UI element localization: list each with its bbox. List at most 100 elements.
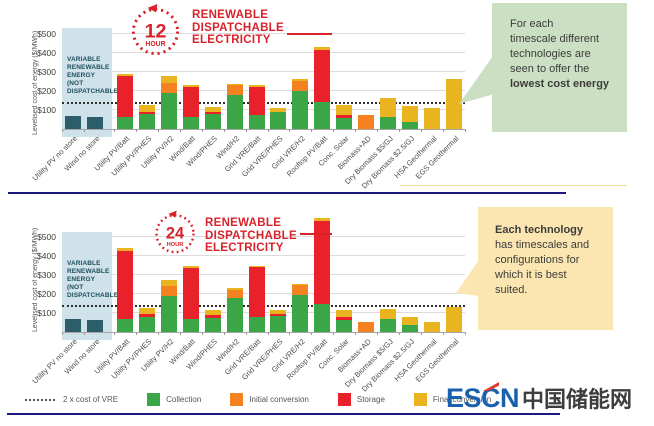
bar-segment-collection	[182, 319, 199, 332]
bar-segment-initial-conversion	[292, 80, 309, 91]
gridline	[62, 255, 465, 256]
x-axis-tick	[62, 332, 63, 335]
bar-segment-collection	[336, 117, 353, 129]
x-axis-tick	[267, 129, 269, 132]
legend-label: 2 x cost of VRE	[63, 395, 119, 404]
bar-segment-final-conversion	[380, 308, 397, 319]
bar-segment-final-conversion	[116, 248, 133, 252]
callout-text-line: configurations for	[495, 254, 580, 266]
callout-text-line: Each technology	[495, 224, 584, 236]
x-axis-tick	[135, 332, 137, 335]
bar-segment-final-conversion	[160, 280, 177, 287]
x-axis-tick	[157, 332, 159, 335]
x-axis-tick	[201, 332, 203, 335]
x-axis-tick	[443, 332, 445, 335]
bar-segment-collection	[292, 294, 309, 332]
callout-text-line: timescale different	[510, 33, 600, 45]
chart-title: RENEWABLE DISPATCHABLE ELECTRICITY	[192, 9, 284, 47]
y-tick-label: $500	[37, 29, 56, 39]
escn-logo-text: ESCN	[446, 383, 520, 413]
bar-segment-collection	[380, 117, 397, 129]
callout-lowest-cost-energy: For each timescale different technologies …	[459, 3, 627, 132]
bar-segment-final-conversion	[138, 105, 155, 112]
vre-panel-label: VARIABLE RENEWABLE ENERGY (NOT DISPATCHABLE…	[62, 28, 120, 96]
chart-title-line: ELECTRICITY	[205, 242, 284, 254]
callout-text-line: suited.	[495, 284, 528, 296]
bar-segment-final-conversion	[424, 321, 441, 332]
bar-segment-vre-not-dispatchable	[86, 116, 103, 129]
bar-segment-storage	[248, 87, 265, 115]
bar-segment-initial-conversion	[226, 290, 243, 298]
bar-segment-storage	[314, 50, 331, 103]
bar-segment-storage	[116, 75, 133, 117]
bar-segment-final-conversion	[160, 76, 177, 84]
x-axis-tick	[179, 129, 181, 132]
bar-segment-vre-not-dispatchable	[86, 319, 103, 332]
legend-label: Storage	[356, 395, 385, 404]
x-axis-tick	[179, 332, 181, 335]
x-axis-tick	[399, 332, 401, 335]
gridline	[62, 236, 465, 237]
callout-text-line: which it is best	[495, 269, 567, 281]
svg-text:HOUR: HOUR	[145, 41, 165, 48]
x-axis-tick	[311, 332, 313, 335]
vre-panel-label-line: DISPATCHABLE)	[67, 292, 121, 299]
bar-segment-final-conversion	[248, 265, 265, 268]
x-axis-tick	[289, 332, 291, 335]
bar-segment-collection	[138, 113, 155, 129]
callout-text-line: For each	[510, 18, 554, 30]
x-axis-tick	[465, 332, 466, 335]
y-tick-label: $500	[37, 232, 56, 242]
bar-segment-collection	[226, 297, 243, 332]
x-axis-tick	[377, 332, 379, 335]
x-axis-tick	[289, 129, 291, 132]
bar-segment-vre-not-dispatchable	[64, 318, 81, 332]
bar-segment-final-conversion	[226, 83, 243, 86]
bar-segment-final-conversion	[116, 73, 133, 76]
x-axis-tick	[83, 129, 85, 132]
x-axis-tick	[333, 129, 335, 132]
x-axis-tick	[113, 129, 115, 132]
bar-segment-final-conversion	[226, 288, 243, 291]
bar-segment-storage	[314, 220, 331, 304]
x-axis-tick	[135, 129, 137, 132]
legend-swatch-collection-icon	[147, 393, 161, 406]
legend-swatch-initial-conversion-icon	[230, 393, 244, 406]
bar-segment-collection	[204, 114, 221, 129]
navy-divider-line-top	[8, 192, 566, 194]
bar-segment-collection	[226, 94, 243, 129]
bar-segment-final-conversion	[204, 106, 221, 112]
bar-segment-collection	[204, 317, 221, 332]
vre-panel-label-line: ENERGY (NOT	[67, 276, 95, 291]
bar-segment-collection	[402, 325, 419, 332]
bar-segment-collection	[160, 92, 177, 129]
callout-text: Each technology has timescales and configu…	[495, 223, 605, 298]
bar-segment-final-conversion	[138, 308, 155, 314]
x-axis-tick	[157, 129, 159, 132]
x-axis-tick	[245, 129, 247, 132]
legend-label: Final conversion	[432, 395, 492, 404]
y-tick-label: $400	[37, 48, 56, 58]
legend-swatch-storage-icon	[337, 393, 351, 406]
y-tick-label: $300	[37, 270, 56, 280]
bar-segment-storage	[248, 267, 265, 318]
bar-segment-collection	[116, 319, 133, 332]
chart-legend: 2 x cost of VRE Collection Initial convers…	[25, 393, 491, 406]
x-axis-tick	[201, 129, 203, 132]
bar-segment-collection	[248, 114, 265, 129]
bar-segment-collection	[182, 117, 199, 129]
gridline	[62, 33, 465, 34]
plot-area: VARIABLE RENEWABLE ENERGY (NOT DISPATCHABLE…	[31, 216, 466, 393]
y-tick-label: $200	[37, 289, 56, 299]
x-axis-line	[62, 129, 465, 130]
chart-title-line: DISPATCHABLE	[205, 229, 297, 242]
clock-badge-12-hour: 12 HOUR	[128, 2, 183, 57]
callout-text-line: has timescales and	[495, 239, 590, 251]
title-leader-line	[287, 33, 332, 35]
callout-text-line: lowest cost energy	[510, 78, 610, 90]
bar-segment-storage	[138, 111, 155, 114]
x-axis-tick	[443, 129, 445, 132]
bar-segment-initial-conversion	[160, 83, 177, 93]
